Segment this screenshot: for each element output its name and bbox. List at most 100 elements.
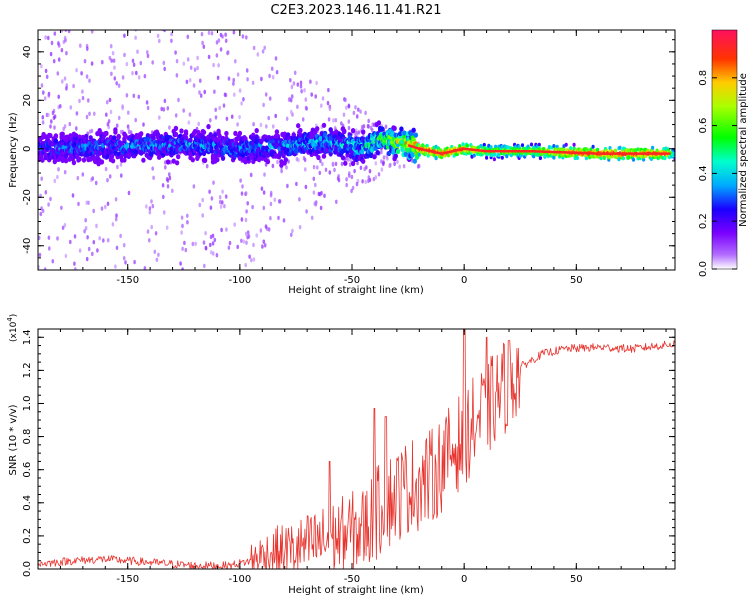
heatmap-speckle (114, 264, 117, 269)
heatmap-speckle (388, 163, 391, 169)
heatmap-speckle (193, 67, 197, 72)
heatmap-speckle (175, 59, 179, 64)
heatmap-speckle (246, 230, 250, 235)
heatmap-speckle (277, 199, 281, 204)
heatmap-cell (113, 129, 118, 135)
heatmap-speckle (228, 240, 232, 246)
heatmap-speckle (204, 231, 207, 236)
heatmap-speckle (137, 75, 141, 80)
heatmap-speckle (380, 167, 384, 172)
heatmap-cell (485, 155, 489, 160)
heatmap-speckle (333, 125, 337, 131)
heatmap-speckle (226, 50, 229, 56)
heatmap-speckle (85, 114, 89, 120)
heatmap-speckle (165, 225, 169, 230)
heatmap-cell (321, 153, 327, 159)
heatmap-speckle (198, 202, 202, 208)
heatmap-cell (537, 142, 541, 147)
heatmap-speckle (51, 110, 55, 116)
heatmap-cell (550, 145, 554, 150)
heatmap-speckle (51, 259, 55, 264)
heatmap-cell (67, 156, 72, 162)
heatmap-cell (77, 156, 82, 162)
heatmap-speckle (350, 174, 354, 180)
heatmap-cell (413, 132, 419, 138)
heatmap-speckle (292, 81, 296, 86)
heatmap-speckle (41, 120, 45, 125)
heatmap-speckle (201, 40, 204, 46)
heatmap-speckle (177, 97, 180, 103)
heatmap-speckle (380, 159, 383, 164)
heatmap-speckle (41, 208, 45, 214)
heatmap-cell (342, 128, 347, 134)
heatmap-speckle (106, 238, 110, 243)
heatmap-cell (139, 131, 144, 137)
heatmap-speckle (39, 211, 43, 217)
heatmap-speckle (310, 215, 314, 220)
spectrogram-panel: -150 -100 -50 0 50 -40 -20 0 20 40 Height of str… (8, 29, 676, 296)
heatmap-speckle (196, 55, 199, 61)
heatmap-speckle (162, 210, 166, 215)
heatmap-speckle (80, 71, 83, 76)
heatmap-speckle (53, 31, 57, 36)
heatmap-speckle (48, 246, 51, 251)
heatmap-speckle (212, 180, 215, 185)
heatmap-speckle (75, 126, 78, 131)
heatmap-speckle (63, 170, 67, 175)
heatmap-speckle (94, 180, 98, 186)
heatmap-cell (217, 133, 222, 139)
heatmap-cell (552, 155, 556, 160)
heatmap-speckle (153, 249, 157, 254)
heatmap-speckle (246, 77, 249, 82)
heatmap-cell (417, 143, 421, 148)
heatmap-speckle (275, 70, 279, 75)
heatmap-cell (81, 157, 87, 163)
heatmap-cell (410, 152, 415, 158)
heatmap-speckle (175, 73, 179, 78)
heatmap-speckle (368, 169, 372, 174)
heatmap-speckle (252, 45, 256, 51)
heatmap-speckle (198, 90, 201, 95)
heatmap-cell (48, 133, 53, 139)
heatmap-speckle (272, 124, 275, 129)
heatmap-speckle (244, 217, 248, 223)
heatmap-speckle (108, 174, 112, 179)
heatmap-speckle (106, 100, 109, 105)
heatmap-speckle (164, 160, 167, 165)
heatmap-speckle (239, 178, 242, 183)
heatmap-cell (274, 129, 280, 135)
heatmap-speckle (117, 115, 121, 121)
heatmap-speckle (232, 30, 236, 35)
heatmap-speckle (290, 109, 293, 115)
heatmap-cell (122, 157, 127, 163)
heatmap-cell (492, 157, 496, 162)
heatmap-speckle (319, 205, 323, 211)
heatmap-speckle (305, 209, 308, 214)
y-tick-label: 0.8 (22, 429, 33, 445)
heatmap-speckle (113, 65, 116, 70)
heatmap-cell (542, 147, 546, 151)
heatmap-speckle (227, 245, 231, 250)
heatmap-speckle (305, 106, 308, 111)
heatmap-speckle (47, 112, 50, 118)
snr-frame (37, 328, 676, 570)
heatmap-speckle (262, 205, 266, 211)
heatmap-speckle (56, 236, 59, 241)
heatmap-speckle (402, 164, 406, 169)
heatmap-speckle (224, 32, 227, 37)
heatmap-cell (560, 147, 564, 152)
heatmap-speckle (221, 189, 224, 194)
heatmap-speckle (106, 201, 110, 206)
heatmap-cell (321, 122, 327, 128)
heatmap-speckle (367, 124, 370, 129)
heatmap-speckle (335, 199, 338, 204)
snr-series-line (38, 329, 675, 569)
snr-ylabel: SNR (10 * v/v) (8, 404, 19, 475)
heatmap-cell (589, 147, 593, 152)
heatmap-cell (51, 148, 56, 154)
heatmap-speckle (250, 258, 253, 263)
heatmap-ridge (407, 144, 671, 155)
heatmap-cell (618, 145, 622, 150)
x-tick-label: -150 (116, 275, 139, 286)
heatmap-cell (206, 124, 211, 130)
